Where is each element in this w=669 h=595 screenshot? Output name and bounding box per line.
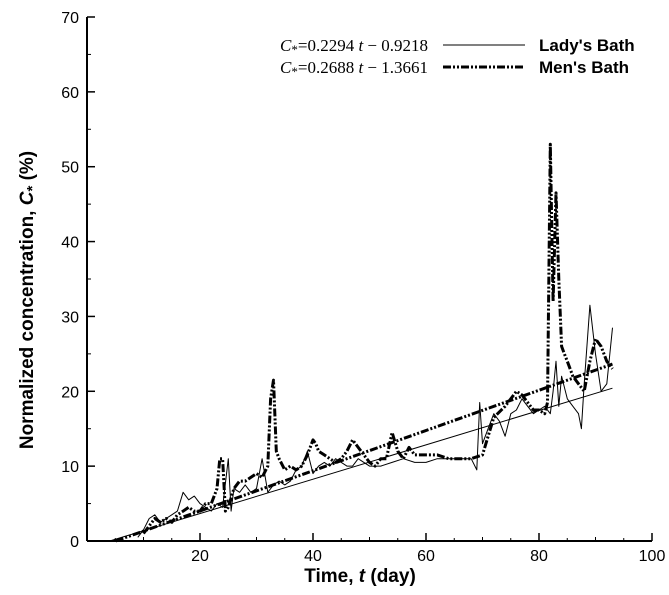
series-line-men-s-bath [142, 142, 614, 535]
chart-fit-layer [109, 362, 613, 543]
legend-entry-ladys-bath: C*=0.2294 t − 0.9218 Lady's Bath [280, 36, 635, 57]
x-tick-label: 80 [530, 548, 548, 565]
y-tick-label: 0 [70, 534, 79, 551]
y-tick-label: 30 [61, 309, 79, 326]
y-tick-label: 70 [61, 10, 79, 27]
y-tick-label: 60 [61, 85, 79, 102]
y-axis-label: Normalized concentration, C* (%) [17, 151, 41, 449]
legend-label-ladys-bath: Lady's Bath [539, 36, 635, 55]
legend-label-mens-bath: Men's Bath [539, 58, 629, 77]
series-line-lady-s-bath [137, 304, 613, 538]
x-tick-label: 40 [304, 548, 322, 565]
fit-line-lady-s-bath [109, 387, 613, 542]
chart-legend: C*=0.2294 t − 0.9218 Lady's Bath C*=0.26… [280, 36, 635, 79]
legend-equation-ladys-bath: C*=0.2294 t − 0.9218 [280, 36, 428, 57]
x-tick-label: 100 [639, 548, 666, 565]
legend-equation-mens-bath: C*=0.2688 t − 1.3661 [280, 58, 428, 79]
fit-line-men-s-bath [115, 362, 613, 543]
y-tick-label: 40 [61, 235, 79, 252]
x-tick-label: 60 [417, 548, 435, 565]
x-tick-label: 20 [191, 548, 209, 565]
x-axis-label: Time, t (day) [304, 566, 416, 587]
chart-ticks: 20 40 60 80 100 0 10 20 30 40 50 60 70 [61, 10, 665, 565]
y-tick-label: 20 [61, 384, 79, 401]
y-tick-label: 10 [61, 459, 79, 476]
y-tick-label: 50 [61, 160, 79, 177]
chart-series-layer [137, 142, 614, 538]
legend-entry-mens-bath: C*=0.2688 t − 1.3661 Men's Bath [280, 58, 629, 79]
